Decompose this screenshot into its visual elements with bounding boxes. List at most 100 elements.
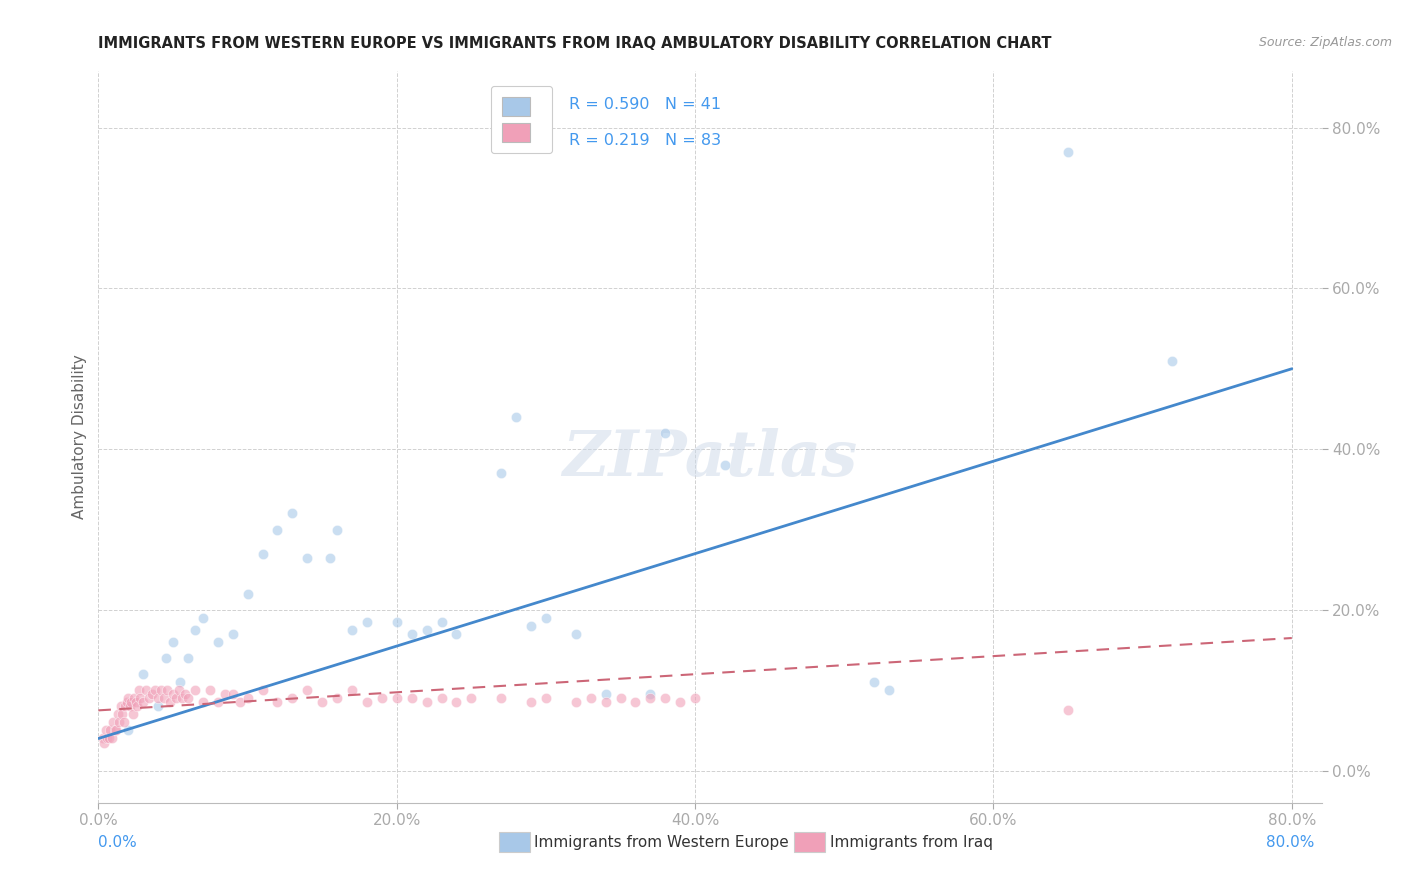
Text: R = 0.219   N = 83: R = 0.219 N = 83 [569,133,721,148]
Text: 80.0%: 80.0% [1267,835,1315,849]
Y-axis label: Ambulatory Disability: Ambulatory Disability [72,355,87,519]
Point [326,691,349,706]
Point [318,550,340,565]
Point [162,635,184,649]
Point [565,627,588,641]
Point [101,731,124,746]
Text: ZIPatlas: ZIPatlas [562,428,858,490]
Point [236,691,259,706]
Point [489,691,512,706]
Text: 0.0%: 0.0% [98,835,138,849]
Point [191,611,214,625]
Point [229,695,252,709]
Point [415,695,437,709]
Point [121,707,143,722]
Point [174,687,197,701]
Point [114,699,136,714]
Point [340,683,363,698]
Point [863,675,886,690]
Text: Immigrants from Western Europe: Immigrants from Western Europe [534,835,789,849]
Point [385,691,408,706]
Point [117,723,139,738]
Point [297,683,319,698]
Point [128,683,150,698]
Point [266,695,288,709]
Point [520,695,543,709]
Point [505,409,527,424]
Point [169,675,191,690]
Point [1057,703,1080,717]
Point [110,699,132,714]
Legend: , : , [491,87,553,153]
Point [132,695,155,709]
Point [98,723,121,738]
Point [162,687,184,701]
Point [177,691,200,706]
Point [108,715,131,730]
Point [385,615,408,629]
Point [191,695,214,709]
Point [1161,353,1184,368]
Point [143,683,166,698]
Text: Source: ZipAtlas.com: Source: ZipAtlas.com [1258,36,1392,49]
Point [579,691,602,706]
Point [97,731,120,746]
Point [446,627,468,641]
Point [281,691,304,706]
Point [297,550,319,565]
Point [96,731,118,746]
Point [207,695,229,709]
Point [356,695,378,709]
Point [167,683,190,698]
Point [111,707,134,722]
Point [326,523,349,537]
Point [141,687,163,701]
Point [165,691,187,706]
Point [430,615,453,629]
Point [120,695,142,709]
Point [200,683,222,698]
Point [415,623,437,637]
Point [112,715,135,730]
Point [153,691,176,706]
Point [138,691,160,706]
Point [127,699,149,714]
Point [430,691,453,706]
Point [105,723,128,738]
Point [156,683,179,698]
Point [654,425,676,440]
Point [489,467,512,481]
Point [177,651,200,665]
Point [401,691,423,706]
Point [129,691,152,706]
Point [155,651,177,665]
Point [184,683,207,698]
Point [115,695,138,709]
Point [640,687,662,701]
Text: Immigrants from Iraq: Immigrants from Iraq [830,835,993,849]
Point [534,611,557,625]
Point [520,619,543,633]
Point [281,507,304,521]
Point [207,635,229,649]
Point [252,547,274,561]
Point [91,731,114,746]
Point [221,627,243,641]
Point [107,707,129,722]
Point [609,691,631,706]
Point [159,695,181,709]
Point [877,683,900,698]
Point [94,723,117,738]
Point [669,695,692,709]
Point [683,691,706,706]
Point [146,699,169,714]
Point [93,735,115,749]
Point [104,723,127,738]
Point [266,523,288,537]
Point [714,458,737,473]
Point [122,691,145,706]
Point [184,623,207,637]
Point [640,691,662,706]
Text: R = 0.590   N = 41: R = 0.590 N = 41 [569,96,721,112]
Point [624,695,647,709]
